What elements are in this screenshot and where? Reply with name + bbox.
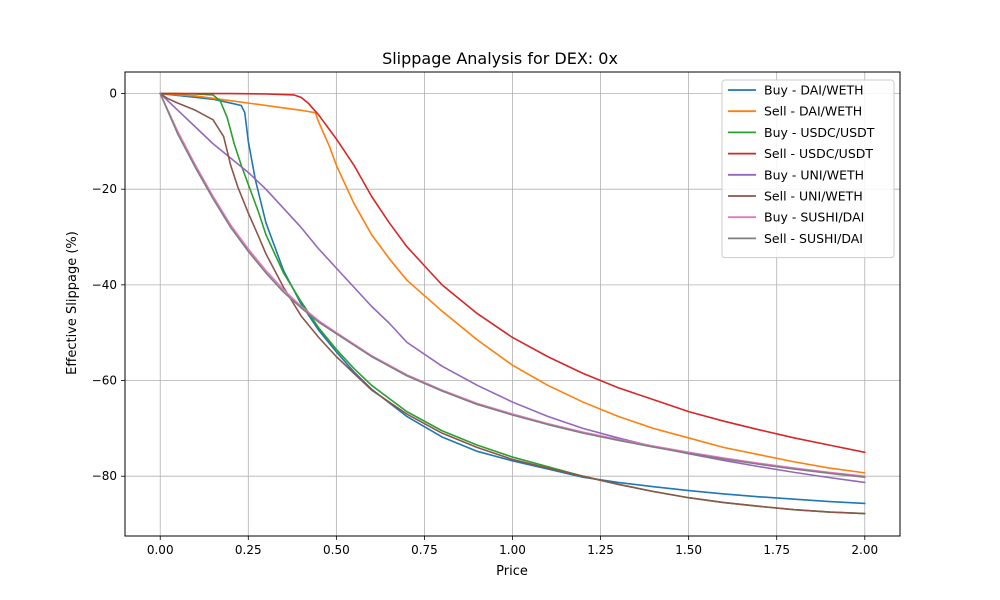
x-tick-label: 2.00 (851, 543, 878, 557)
y-axis-label: Effective Slippage (%) (65, 231, 80, 375)
legend-label-5: Sell - UNI/WETH (764, 189, 863, 204)
series-line-4 (159, 92, 866, 484)
legend-label-7: Sell - SUSHI/DAI (764, 231, 863, 246)
legend-label-3: Sell - USDC/USDT (764, 146, 873, 161)
x-tick-label: 1.75 (763, 543, 790, 557)
y-tick-label: −80 (92, 469, 117, 483)
series-line-6 (159, 92, 866, 478)
axis-ticks: 0.00 0.25 0.50 0.75 1.00 1.25 1.50 1.75 2.00 0 −20… (92, 87, 878, 557)
x-tick-label: 0.00 (147, 543, 174, 557)
y-tick-label: −20 (92, 182, 117, 196)
legend-label-1: Sell - DAI/WETH (764, 104, 862, 119)
legend: Buy - DAI/WETH Sell - DAI/WETH Buy - USDC/… (721, 79, 895, 259)
series-line-3 (159, 92, 866, 454)
y-tick-label: −40 (92, 278, 117, 292)
x-axis-label: Price (496, 564, 528, 579)
series-line-1 (159, 92, 866, 474)
x-tick-label: 0.75 (411, 543, 438, 557)
series-line-7 (159, 92, 866, 478)
x-tick-label: 1.25 (587, 543, 614, 557)
series-lines (159, 92, 866, 515)
x-tick-label: 0.50 (323, 543, 350, 557)
x-tick-label: 1.00 (499, 543, 526, 557)
series-line-0 (159, 92, 866, 505)
series-line-5 (159, 92, 866, 515)
legend-label-4: Buy - UNI/WETH (764, 167, 864, 182)
legend-label-0: Buy - DAI/WETH (764, 83, 864, 98)
y-tick-label: −60 (92, 374, 117, 388)
x-tick-label: 0.25 (235, 543, 262, 557)
x-tick-label: 1.50 (675, 543, 702, 557)
chart-title: Slippage Analysis for DEX: 0x (382, 49, 618, 68)
legend-box (721, 79, 895, 259)
y-tick-label: 0 (109, 87, 117, 101)
legend-label-6: Buy - SUSHI/DAI (764, 210, 864, 225)
legend-label-2: Buy - USDC/USDT (764, 125, 875, 140)
